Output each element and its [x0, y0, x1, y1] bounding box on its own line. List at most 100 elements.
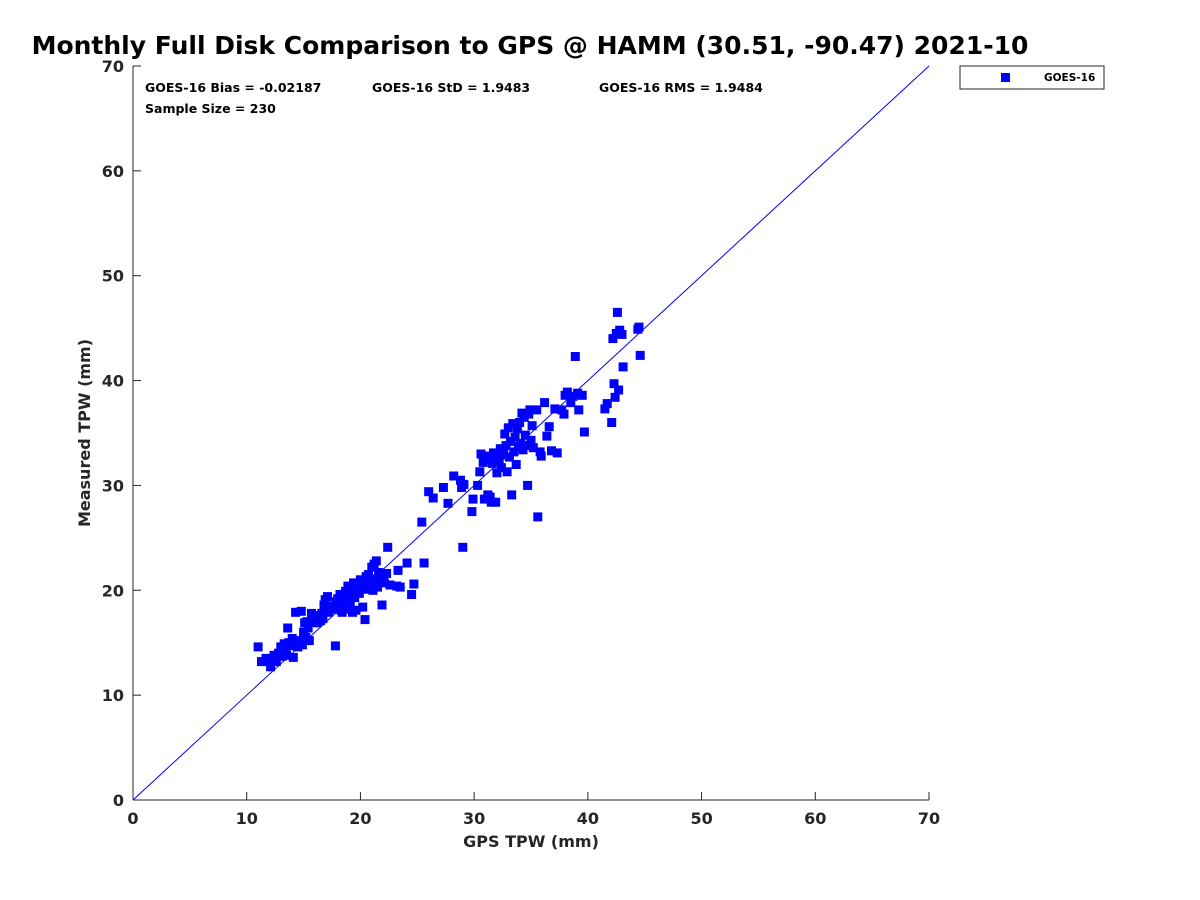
one-to-one-line	[132, 65, 930, 801]
data-point	[337, 607, 347, 617]
bias-stat: GOES-16 Bias = -0.02187	[145, 80, 321, 95]
chart-title: Monthly Full Disk Comparison to GPS @ HA…	[32, 31, 1029, 60]
data-point	[335, 590, 345, 599]
data-point	[542, 431, 552, 441]
x-tick-label: 50	[690, 809, 712, 828]
data-point	[516, 439, 526, 448]
data-point	[285, 641, 295, 651]
data-point	[374, 568, 384, 577]
data-point	[438, 483, 448, 492]
data-point	[478, 457, 488, 467]
data-point	[570, 352, 580, 361]
data-point	[330, 641, 340, 651]
data-point	[475, 467, 485, 477]
data-point	[382, 569, 392, 578]
data-point	[618, 362, 628, 372]
data-point	[360, 615, 370, 625]
x-axis-label: GPS TPW (mm)	[463, 832, 599, 851]
data-point	[449, 471, 459, 481]
data-point	[502, 467, 512, 477]
data-point	[612, 307, 622, 317]
data-point	[424, 487, 434, 497]
data-point	[491, 497, 501, 507]
data-point	[253, 642, 263, 652]
data-point	[617, 329, 627, 339]
legend-marker-goes-16	[1001, 73, 1010, 82]
data-point	[600, 404, 610, 414]
data-point	[635, 350, 645, 360]
data-point	[562, 387, 572, 397]
data-point	[458, 542, 468, 552]
data-point	[522, 441, 531, 451]
data-point	[282, 650, 291, 660]
y-tick-label: 0	[113, 791, 124, 810]
data-point	[323, 592, 332, 602]
data-point	[359, 577, 369, 587]
data-point	[318, 614, 328, 624]
x-tick-label: 30	[463, 809, 485, 828]
y-axis-label: Measured TPW (mm)	[75, 339, 94, 527]
data-point	[566, 398, 576, 408]
data-point	[307, 608, 316, 618]
data-point	[350, 593, 360, 603]
data-point	[528, 443, 538, 453]
data-point	[352, 580, 362, 590]
data-point	[402, 558, 412, 568]
data-point	[550, 404, 560, 414]
data-point	[602, 399, 612, 409]
data-point	[409, 579, 419, 589]
legend: GOES-16	[959, 65, 1105, 90]
x-tick-label: 20	[349, 809, 371, 828]
data-point	[490, 454, 500, 464]
y-tick-label: 40	[102, 372, 124, 391]
data-point	[297, 640, 307, 650]
data-point	[508, 419, 518, 429]
data-point	[579, 427, 589, 437]
data-point	[371, 556, 381, 566]
data-point	[417, 517, 427, 527]
data-point	[363, 570, 373, 580]
data-point	[574, 405, 584, 415]
data-point	[510, 432, 520, 442]
data-point	[547, 446, 556, 456]
data-point	[552, 448, 562, 458]
data-point	[476, 449, 486, 459]
data-point	[385, 580, 395, 590]
data-point	[614, 385, 624, 395]
data-point	[265, 656, 274, 665]
data-point	[459, 479, 469, 489]
data-point	[608, 334, 618, 344]
data-point	[368, 585, 378, 595]
legend-label-goes-16: GOES-16	[1044, 72, 1095, 84]
data-point	[509, 447, 519, 457]
data-points-layer	[253, 307, 645, 672]
data-point	[291, 607, 301, 617]
data-point	[504, 452, 514, 462]
x-tick-label: 60	[804, 809, 826, 828]
data-point	[283, 623, 293, 633]
data-point	[525, 405, 535, 415]
data-point	[269, 650, 279, 660]
data-point	[577, 390, 587, 400]
data-point	[559, 409, 569, 419]
data-point	[419, 558, 429, 568]
data-point	[395, 582, 405, 592]
data-point	[317, 608, 327, 618]
data-point	[533, 512, 543, 522]
y-tick-label: 60	[102, 162, 124, 181]
data-point	[358, 602, 368, 612]
data-point	[512, 424, 522, 434]
y-tick-label: 10	[102, 686, 124, 705]
data-point	[540, 398, 550, 408]
data-point	[304, 636, 314, 646]
data-point	[302, 617, 312, 627]
sample-size-stat: Sample Size = 230	[145, 101, 276, 116]
data-point	[379, 578, 389, 588]
data-point	[634, 322, 644, 332]
x-ticks: 0 10 20 30 40 50 60 70	[127, 792, 940, 828]
data-point	[303, 623, 313, 633]
data-point	[527, 421, 537, 431]
std-stat: GOES-16 StD = 1.9483	[372, 80, 530, 95]
y-tick-label: 50	[102, 267, 124, 286]
data-point	[493, 449, 503, 459]
